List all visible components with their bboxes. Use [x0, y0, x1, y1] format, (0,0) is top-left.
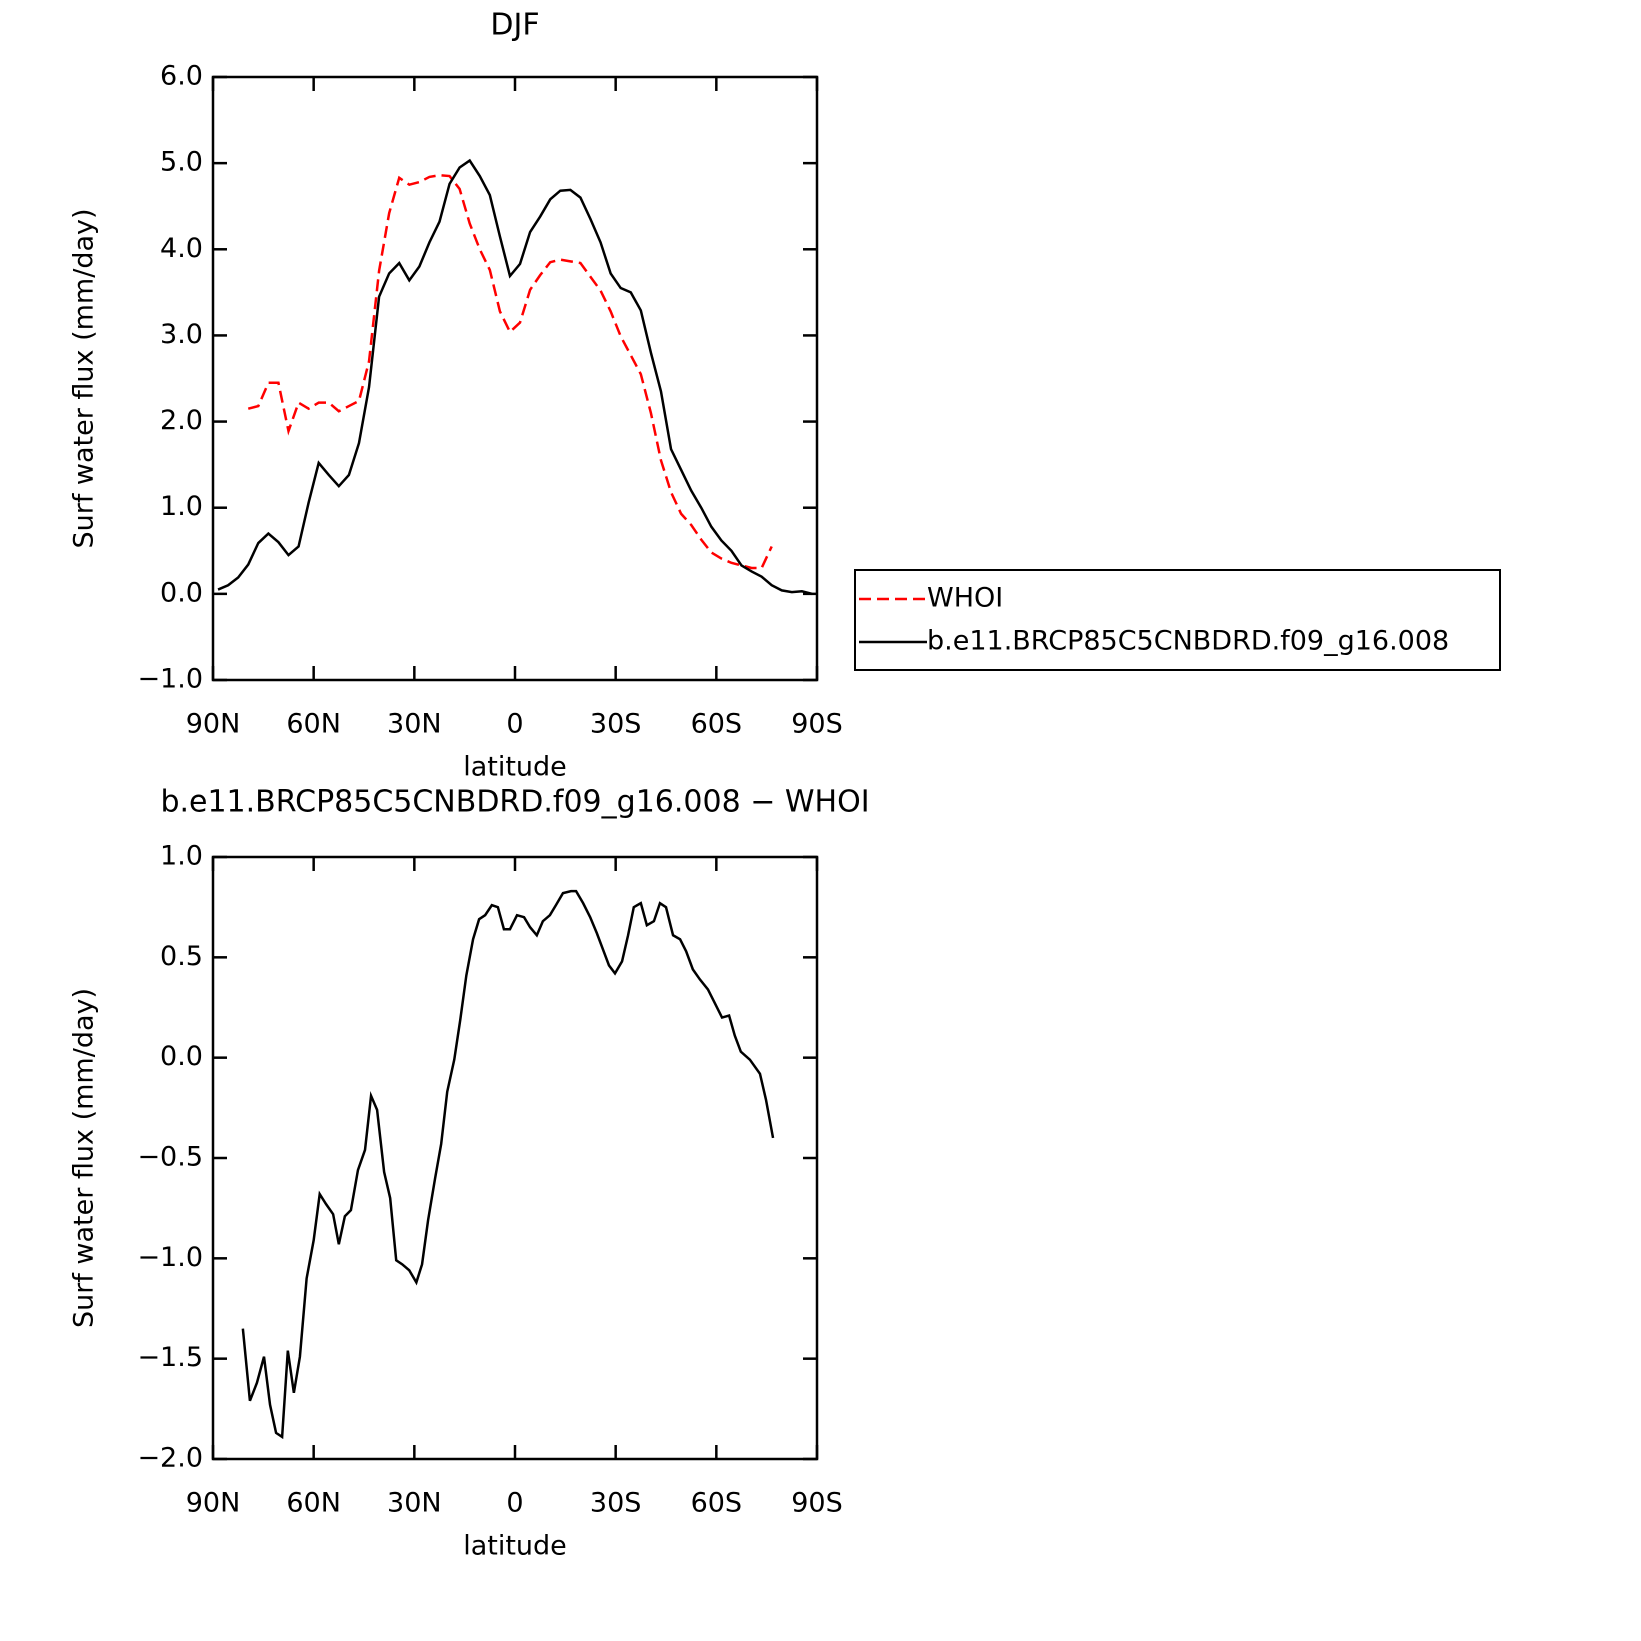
chart-title: b.e11.BRCP85C5CNBDRD.f09_g16.008 − WHOI [160, 785, 869, 820]
chart-title: DJF [490, 8, 539, 43]
legend-label: WHOI [927, 583, 1003, 614]
x-tick-label: 60S [691, 709, 743, 740]
x-tick-label: 0 [506, 709, 523, 740]
x-tick-label: 60N [286, 709, 341, 740]
x-tick-label: 90S [791, 1488, 843, 1519]
y-tick-label: 6.0 [160, 61, 203, 92]
y-tick-label: 5.0 [160, 147, 203, 178]
x-tick-label: 30S [590, 1488, 642, 1519]
legend-label: b.e11.BRCP85C5CNBDRD.f09_g16.008 [927, 626, 1449, 657]
y-tick-label: 4.0 [160, 233, 203, 264]
x-tick-label: 30N [387, 1488, 442, 1519]
y-tick-label: −1.0 [137, 664, 203, 695]
x-axis-label: latitude [463, 1531, 567, 1562]
x-tick-label: 90S [791, 709, 843, 740]
y-tick-label: 0.5 [160, 941, 203, 972]
data-line [247, 173, 773, 570]
y-tick-label: 2.0 [160, 405, 203, 436]
y-tick-label: 1.0 [160, 491, 203, 522]
y-tick-label: −2.0 [137, 1443, 203, 1474]
x-tick-label: 60N [286, 1488, 341, 1519]
x-tick-label: 90N [186, 709, 241, 740]
y-tick-label: −1.5 [137, 1342, 203, 1373]
x-tick-label: 0 [506, 1488, 523, 1519]
y-tick-label: 1.0 [160, 841, 203, 872]
y-tick-label: 0.0 [160, 1041, 203, 1072]
y-axis-label: Surf water flux (mm/day) [69, 208, 100, 548]
legend-box [854, 569, 1501, 671]
x-tick-label: 60S [691, 1488, 743, 1519]
data-line [217, 158, 813, 596]
x-tick-label: 30N [387, 709, 442, 740]
y-axis-label: Surf water flux (mm/day) [69, 988, 100, 1328]
y-tick-label: 0.0 [160, 577, 203, 608]
y-tick-label: 3.0 [160, 319, 203, 350]
x-tick-label: 30S [590, 709, 642, 740]
x-axis-label: latitude [463, 752, 567, 783]
plot-frame [211, 75, 819, 682]
y-tick-label: −1.0 [137, 1242, 203, 1273]
x-tick-label: 90N [186, 1488, 241, 1519]
y-tick-label: −0.5 [137, 1142, 203, 1173]
data-line [241, 889, 775, 1440]
plot-frame [211, 855, 819, 1461]
